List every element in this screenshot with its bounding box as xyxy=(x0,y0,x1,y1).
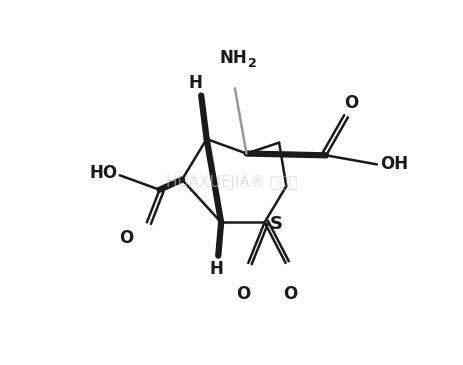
Text: O: O xyxy=(235,285,250,303)
Text: H: H xyxy=(188,74,202,92)
Text: HUAXUEJIA® 化学加: HUAXUEJIA® 化学加 xyxy=(166,175,297,190)
Text: O: O xyxy=(343,94,357,112)
Text: HO: HO xyxy=(89,165,118,182)
Text: OH: OH xyxy=(379,155,407,173)
Text: H: H xyxy=(209,260,223,278)
Text: O: O xyxy=(283,285,297,303)
Text: NH: NH xyxy=(219,49,247,66)
Text: O: O xyxy=(119,228,133,246)
Text: S: S xyxy=(269,215,282,233)
Text: 2: 2 xyxy=(248,57,257,70)
